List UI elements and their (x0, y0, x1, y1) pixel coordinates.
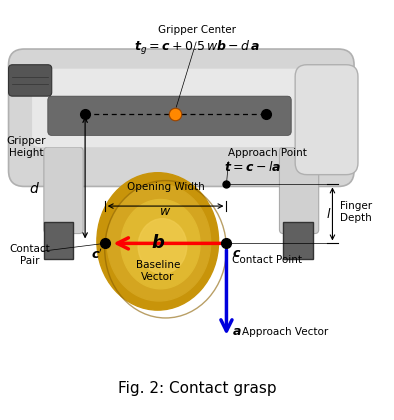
Ellipse shape (121, 200, 200, 289)
Text: Gripper
Height: Gripper Height (6, 136, 46, 158)
Text: Gripper Center: Gripper Center (158, 26, 236, 35)
Text: Contact
Pair: Contact Pair (10, 244, 50, 266)
Text: $w$: $w$ (160, 205, 172, 218)
Bar (44, 222, 73, 259)
FancyBboxPatch shape (44, 147, 83, 234)
Text: $\boldsymbol{a}$: $\boldsymbol{a}$ (232, 325, 242, 338)
Text: Finger
Depth: Finger Depth (340, 201, 372, 223)
Text: Opening Width: Opening Width (127, 182, 204, 192)
Text: $\boldsymbol{c}$: $\boldsymbol{c}$ (232, 247, 242, 260)
Text: Fig. 2: Contact grasp: Fig. 2: Contact grasp (118, 381, 276, 396)
Text: Approach Point: Approach Point (229, 148, 307, 158)
Text: Contact Point: Contact Point (232, 255, 302, 265)
Text: $\boldsymbol{t}_g=\boldsymbol{c}+0.5\,w\boldsymbol{b}-d\,\boldsymbol{a}$: $\boldsymbol{t}_g=\boldsymbol{c}+0.5\,w\… (134, 39, 260, 57)
FancyBboxPatch shape (279, 147, 319, 234)
Text: $l$: $l$ (326, 207, 332, 221)
Text: $\boldsymbol{c}'$: $\boldsymbol{c}'$ (91, 247, 103, 262)
Ellipse shape (97, 173, 219, 310)
FancyBboxPatch shape (295, 65, 358, 175)
Text: Baseline
Vector: Baseline Vector (136, 260, 180, 282)
Text: Approach Vector: Approach Vector (242, 327, 329, 337)
Text: $d$: $d$ (29, 181, 39, 196)
FancyBboxPatch shape (9, 65, 52, 96)
Ellipse shape (138, 219, 187, 273)
FancyBboxPatch shape (9, 49, 354, 186)
FancyBboxPatch shape (48, 96, 291, 135)
Text: $\boldsymbol{b}$: $\boldsymbol{b}$ (151, 234, 165, 252)
FancyBboxPatch shape (32, 68, 331, 147)
Ellipse shape (107, 184, 211, 301)
Text: $\boldsymbol{t}=\boldsymbol{c}-l\boldsymbol{a}$: $\boldsymbol{t}=\boldsymbol{c}-l\boldsym… (225, 160, 282, 174)
Bar (283, 222, 313, 259)
